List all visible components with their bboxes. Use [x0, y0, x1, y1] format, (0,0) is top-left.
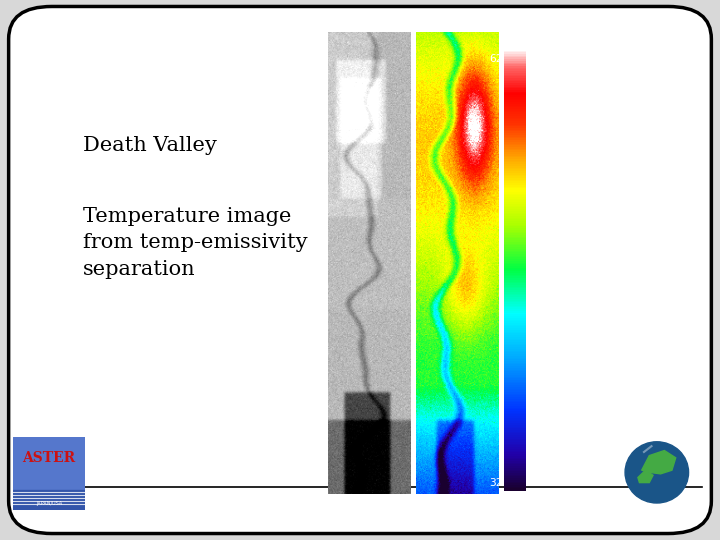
- Circle shape: [625, 442, 688, 503]
- Bar: [13, 490, 85, 510]
- Polygon shape: [638, 470, 653, 483]
- FancyBboxPatch shape: [9, 6, 711, 534]
- Polygon shape: [642, 450, 676, 474]
- Text: JAPAN/USA: JAPAN/USA: [36, 501, 62, 505]
- Text: Temperature image
from temp-emissivity
separation: Temperature image from temp-emissivity s…: [83, 207, 307, 279]
- Text: ASTER: ASTER: [22, 451, 76, 465]
- Text: Death Valley: Death Valley: [83, 136, 217, 156]
